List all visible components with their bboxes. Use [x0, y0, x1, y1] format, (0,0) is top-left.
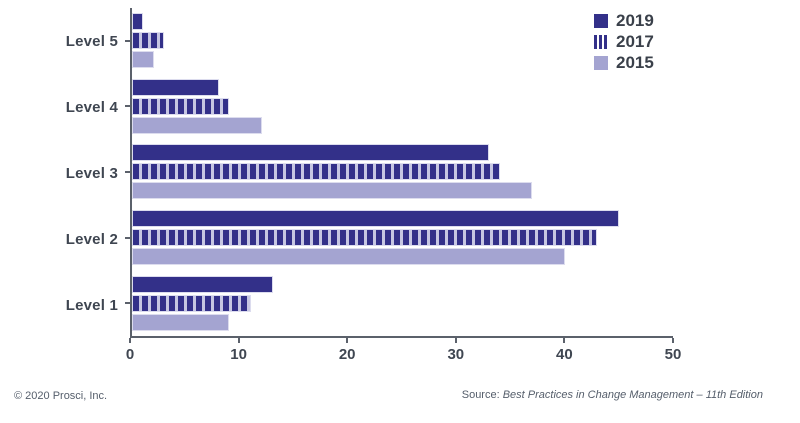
- bar-2017-level-2: [132, 229, 598, 247]
- bar-2015-level-4: [132, 116, 262, 134]
- x-tick-label-40: 40: [556, 346, 573, 363]
- bar-group-level-4: [125, 74, 673, 140]
- bar-2015-level-3: [132, 182, 533, 200]
- y-label-level-5: Level 5: [65, 32, 118, 50]
- legend-item-2017: 2017: [594, 32, 654, 51]
- legend-label-2017: 2017: [616, 32, 654, 51]
- legend-item-2015: 2015: [594, 53, 654, 72]
- x-tick-label-50: 50: [664, 346, 682, 363]
- bar-2015-level-5: [132, 51, 154, 69]
- bar-2019-level-1: [132, 275, 273, 293]
- bar-group-level-1: [125, 270, 673, 336]
- source-text: Source: Best Practices in Change Managem…: [462, 389, 763, 401]
- bar-2019-level-5: [132, 13, 143, 31]
- bar-group-level-5: [125, 8, 673, 74]
- x-tick-0: [129, 338, 131, 343]
- legend-item-2019: 2019: [594, 11, 654, 30]
- legend-label-2019: 2019: [616, 11, 654, 30]
- y-axis-labels: Level 5 Level 4 Level 3 Level 2 Level 1: [0, 8, 118, 338]
- bar-2019-level-2: [132, 210, 619, 228]
- source-prefix: Source:: [461, 389, 503, 401]
- y-label-level-3: Level 3: [65, 164, 118, 182]
- legend-label-2015: 2015: [616, 53, 654, 72]
- x-tick-20: [346, 338, 349, 343]
- x-tick-label-10: 10: [230, 346, 247, 363]
- x-tick-label-0: 0: [125, 346, 135, 363]
- x-tick-30: [454, 338, 457, 343]
- source-title: Best Practices in Change Management – 11…: [502, 389, 763, 401]
- legend: 2019 2017 2015: [594, 11, 654, 72]
- bar-group-level-3: [125, 139, 673, 205]
- copyright-text: © 2020 Prosci, Inc.: [14, 390, 108, 402]
- bar-group-level-2: [125, 205, 673, 271]
- x-tick-label-20: 20: [338, 346, 356, 363]
- bar-2017-level-4: [132, 97, 230, 115]
- bar-2019-level-3: [132, 144, 490, 162]
- bar-2019-level-4: [132, 78, 219, 96]
- x-tick-10: [237, 338, 240, 343]
- plot-area: [125, 8, 673, 338]
- legend-swatch-2017-icon: [594, 35, 608, 49]
- legend-swatch-2019-icon: [594, 14, 608, 28]
- bar-2017-level-3: [132, 163, 500, 181]
- legend-swatch-2015-icon: [594, 56, 608, 70]
- bar-2017-level-1: [132, 294, 252, 312]
- bar-2015-level-1: [132, 313, 230, 331]
- y-label-level-4: Level 4: [65, 98, 118, 116]
- x-tick-40: [563, 338, 566, 343]
- y-label-level-1: Level 1: [65, 296, 118, 314]
- bar-2015-level-2: [132, 248, 565, 266]
- x-tick-label-30: 30: [447, 346, 465, 363]
- x-tick-50: [672, 338, 674, 343]
- bar-2017-level-5: [132, 32, 165, 50]
- y-label-level-2: Level 2: [65, 230, 118, 248]
